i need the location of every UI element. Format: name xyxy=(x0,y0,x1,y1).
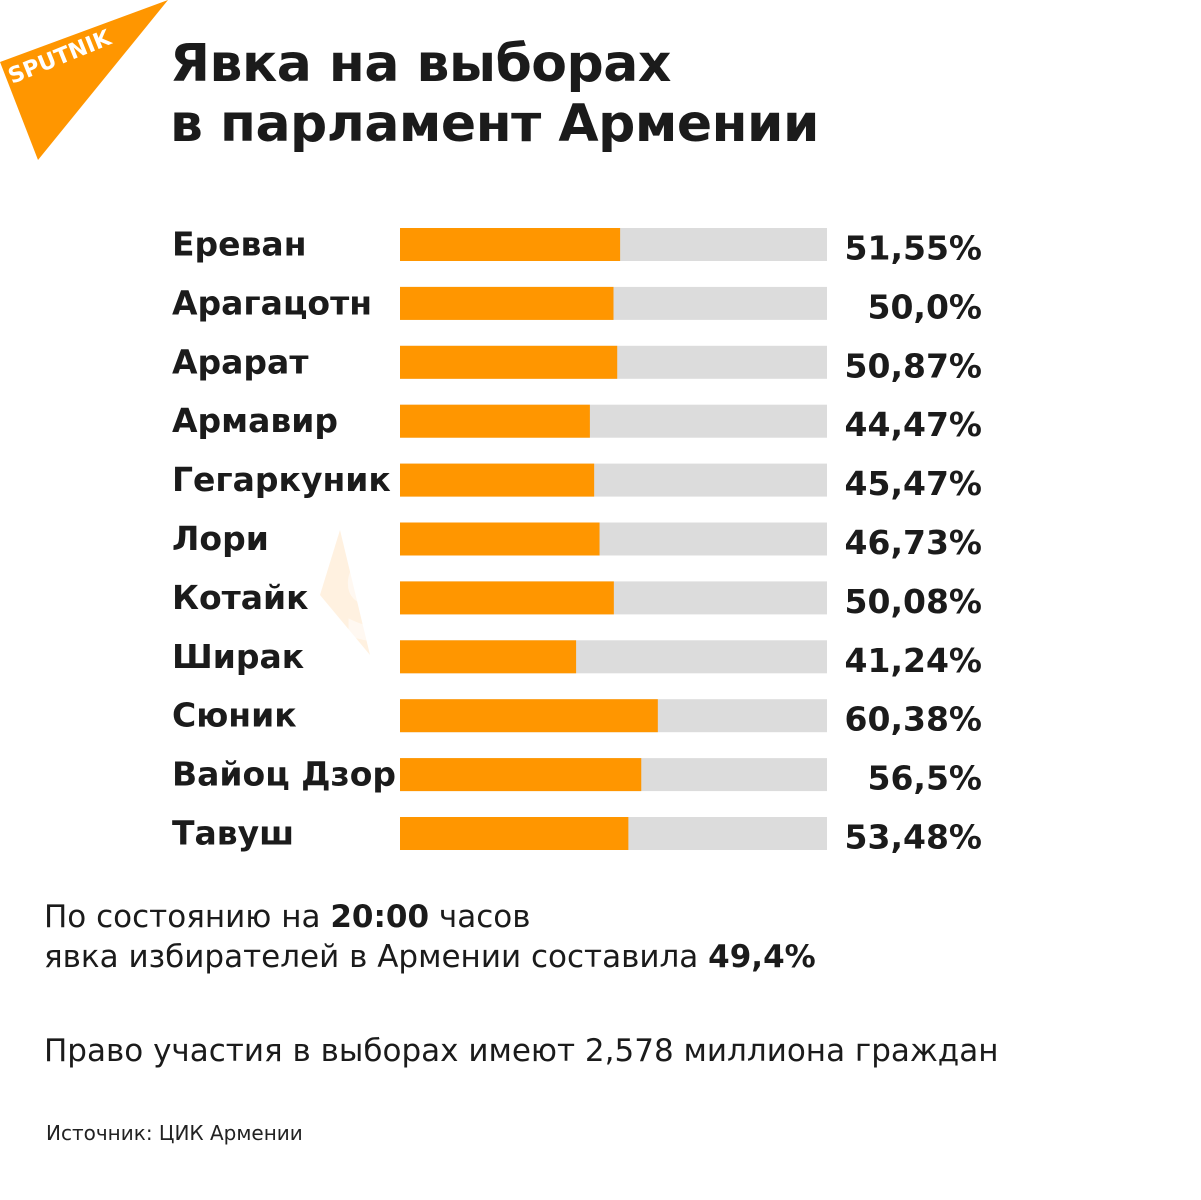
eligible-voters-text: Право участия в выборах имеют 2,578 милл… xyxy=(44,1033,999,1069)
bar-fill xyxy=(400,817,629,850)
category-label: Армавир xyxy=(172,401,338,440)
summary-line-1: По состоянию на 20:00 часов xyxy=(44,899,531,935)
bar-track xyxy=(400,758,827,792)
sputnik-logo: SPUTNIK xyxy=(0,0,168,160)
category-label: Вайоц Дзор xyxy=(172,755,396,794)
category-label: Арарат xyxy=(172,342,308,381)
bar-row: Вайоц Дзор 56,5% xyxy=(172,755,982,798)
bar-fill xyxy=(400,758,642,792)
bar-fill xyxy=(400,522,600,556)
value-label: 60,38% xyxy=(845,700,982,739)
summary-time: 20:00 xyxy=(330,899,430,935)
svg-text:SPUTNIK: SPUTNIK xyxy=(340,538,898,660)
category-label: Гегаркуник xyxy=(172,460,391,499)
bar-track xyxy=(400,699,827,733)
bar-track xyxy=(400,522,827,556)
value-label: 41,24% xyxy=(845,641,982,680)
category-label: Сюник xyxy=(172,696,297,735)
bar-row: Арарат 50,87% xyxy=(172,342,982,385)
bar-row: Лори 46,73% xyxy=(172,519,982,562)
value-label: 50,0% xyxy=(868,287,983,326)
page-title: Явка на выборах в парламент Армении xyxy=(170,34,819,154)
summary-total-turnout: 49,4% xyxy=(708,939,816,975)
value-label: 45,47% xyxy=(845,464,982,503)
bar-row: Котайк 50,08% xyxy=(172,578,982,621)
summary-line-2: явка избирателей в Армении составила 49,… xyxy=(44,939,816,975)
bar-fill xyxy=(400,581,614,615)
sputnik-watermark: SPUTNIK xyxy=(320,530,898,660)
value-label: 44,47% xyxy=(845,405,982,444)
bar-track xyxy=(400,640,827,674)
value-label: 51,55% xyxy=(845,229,982,268)
bar-fill xyxy=(400,345,618,379)
title-line-2: в парламент Армении xyxy=(170,94,819,154)
summary-text: По состоянию на 20:00 часов явка избират… xyxy=(44,897,816,977)
bar-track xyxy=(400,463,827,497)
category-label: Лори xyxy=(172,519,269,558)
bar-row: Ширак 41,24% xyxy=(172,637,982,680)
bar-row: Сюник 60,38% xyxy=(172,696,982,739)
bar-track xyxy=(400,404,827,438)
source-note: Источник: ЦИК Армении xyxy=(46,1121,303,1145)
bar-fill xyxy=(400,228,621,261)
title-line-1: Явка на выборах xyxy=(170,34,671,94)
bar-row: Гегаркуник 45,47% xyxy=(172,460,982,503)
value-label: 50,08% xyxy=(845,582,982,621)
category-label: Ширак xyxy=(172,637,304,676)
value-label: 46,73% xyxy=(845,523,982,562)
bar-row: Армавир 44,47% xyxy=(172,401,982,444)
category-label: Ереван xyxy=(172,225,307,264)
bar-fill xyxy=(400,640,577,674)
bar-row: Тавуш 53,48% xyxy=(172,814,982,857)
bar-row: Арагацотн 50,0% xyxy=(172,283,982,326)
category-label: Арагацотн xyxy=(172,283,372,322)
bar-fill xyxy=(400,463,595,497)
bar-track xyxy=(400,345,827,379)
bar-row: Ереван 51,55% xyxy=(172,225,982,268)
category-label: Котайк xyxy=(172,578,309,617)
value-label: 50,87% xyxy=(845,346,982,385)
bar-track xyxy=(400,286,827,320)
bar-track xyxy=(400,581,827,615)
bar-track xyxy=(400,228,827,261)
category-label: Тавуш xyxy=(172,814,294,853)
bar-fill xyxy=(400,286,614,320)
bar-track xyxy=(400,817,827,850)
bar-fill xyxy=(400,404,590,438)
value-label: 53,48% xyxy=(845,818,982,857)
value-label: 56,5% xyxy=(868,759,983,798)
bar-fill xyxy=(400,699,658,733)
